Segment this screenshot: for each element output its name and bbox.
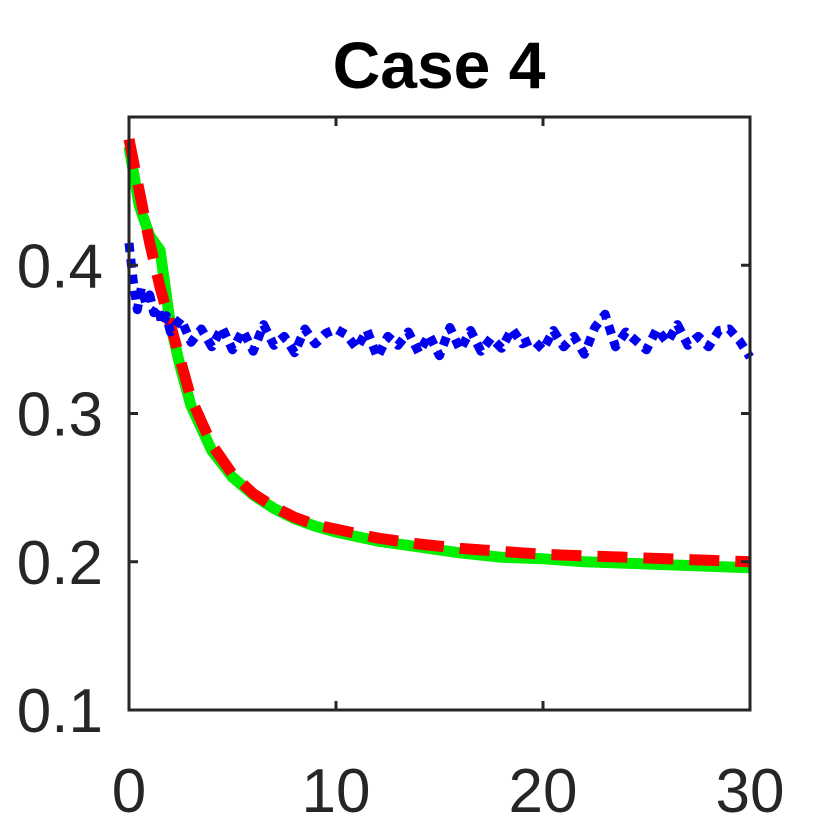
x-tick-label-2: 20 (509, 757, 578, 826)
y-tick-label-3: 0.4 (17, 232, 103, 301)
series-line-dashed (123, 138, 751, 568)
y-tick-label-1: 0.2 (17, 529, 103, 598)
y-tick-label-0: 0.1 (17, 677, 103, 746)
series-layer (123, 138, 754, 574)
plot-frame (127, 115, 752, 712)
x-tick-label-1: 10 (302, 757, 371, 826)
chart-title: Case 4 (333, 28, 546, 102)
tick-layer: 0 10 20 30 0.1 0.2 0.3 0.4 (17, 117, 785, 826)
series-line-dotted (124, 242, 754, 362)
x-tick-label-0: 0 (112, 757, 146, 826)
x-tick-label-3: 30 (716, 757, 785, 826)
y-tick-label-2: 0.3 (17, 381, 103, 450)
